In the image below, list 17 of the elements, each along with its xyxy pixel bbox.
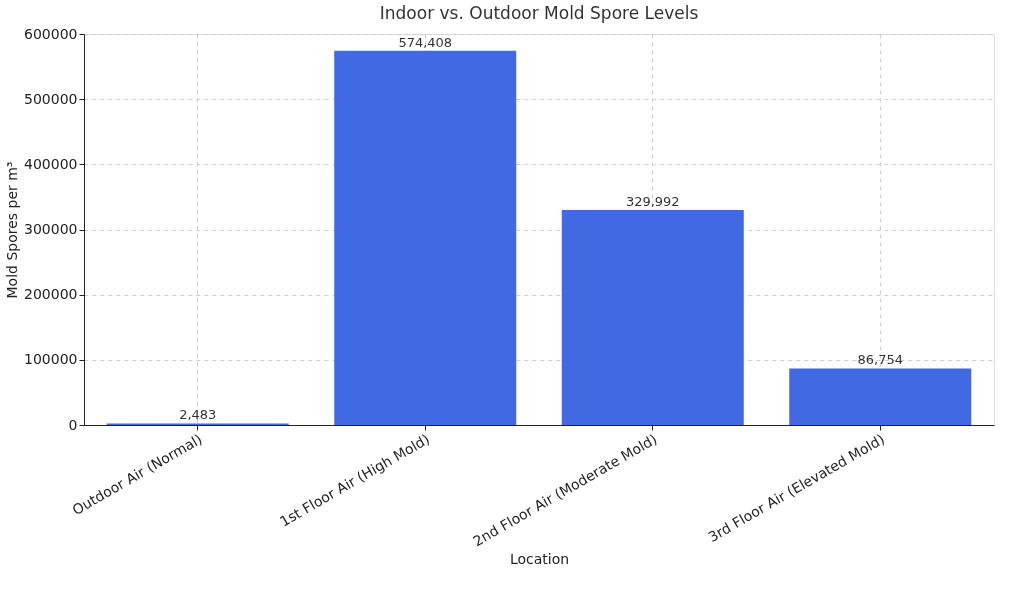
y-tick-label: 600000 (24, 25, 78, 42)
data-label: 86,754 (857, 352, 903, 368)
y-tick-label: 400000 (24, 155, 78, 172)
y-axis-title: Mold Spores per m³ (4, 161, 21, 299)
bar (334, 50, 517, 425)
y-tick-label: 0 (68, 416, 78, 433)
chart-title: Indoor vs. Outdoor Mold Spore Levels (379, 3, 699, 23)
data-label: 574,408 (398, 34, 453, 50)
x-axis-title: Location (509, 551, 570, 568)
bar (789, 368, 972, 425)
y-tick-label: 100000 (24, 351, 78, 368)
y-tick-label: 300000 (24, 221, 78, 237)
y-tick-label: 500000 (24, 90, 78, 107)
y-tick-label: 200000 (24, 286, 78, 303)
data-label: 329,992 (625, 193, 680, 209)
data-label: 2,483 (179, 407, 217, 423)
bar (561, 209, 744, 425)
